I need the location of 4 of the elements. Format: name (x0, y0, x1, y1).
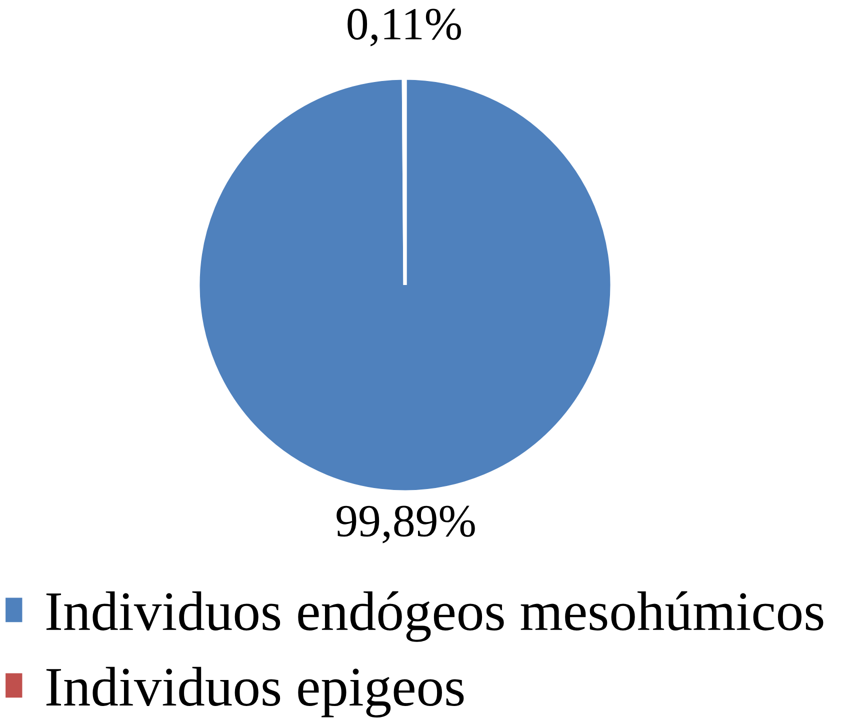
data-label: 99,89% (336, 506, 475, 544)
legend-label: Individuos epigeos (46, 666, 464, 718)
data-label: 0,11% (348, 8, 461, 46)
legend-label: Individuos endógeos mesohúmicos (46, 591, 824, 642)
